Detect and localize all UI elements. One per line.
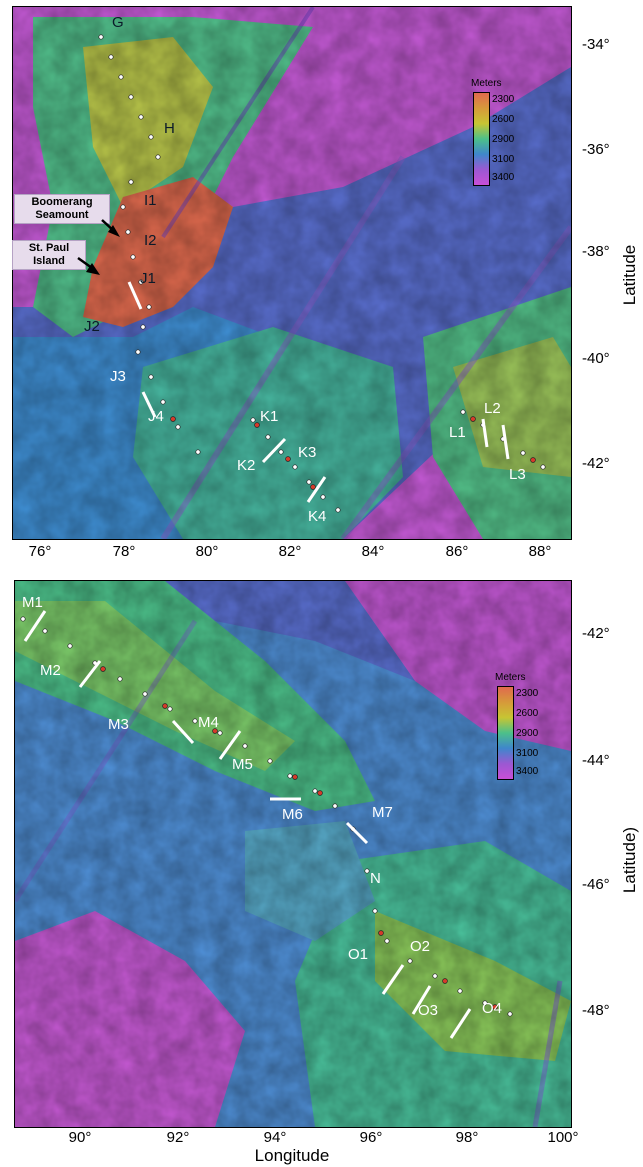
segment-label-i2: I2 — [144, 232, 157, 249]
legend-title: Meters — [471, 78, 502, 89]
segment-label-h: H — [164, 120, 175, 137]
legend-label: 3100 — [516, 748, 539, 759]
segment-label-o3: O3 — [418, 1002, 439, 1019]
lon-tick: 76° — [28, 543, 52, 560]
legend-color-bar — [497, 686, 514, 780]
top-y-axis-title: Latitude — [620, 244, 639, 306]
lon-tick: 78° — [112, 543, 136, 560]
segment-label-j4: J4 — [148, 408, 164, 425]
callout-st-paul-island: St. Paul Island — [12, 240, 86, 270]
legend-title: Meters — [495, 672, 526, 683]
lat-tick: -40° — [582, 350, 610, 367]
legend-label: 2300 — [516, 688, 539, 699]
lon-tick: 100° — [547, 1129, 579, 1146]
lat-tick: -48° — [582, 1002, 610, 1019]
segment-label-m1: M1 — [22, 594, 43, 611]
segment-label-k4: K4 — [308, 508, 327, 525]
relief-texture — [15, 581, 571, 1127]
lon-tick: 98° — [455, 1129, 479, 1146]
segment-dividers-top — [127, 281, 510, 503]
legend-color-bar — [473, 92, 490, 186]
segment-label-j1: J1 — [140, 270, 156, 287]
segment-label-m2: M2 — [40, 662, 61, 679]
legend-label: 2600 — [492, 114, 515, 125]
segment-label-k1: K1 — [260, 408, 279, 425]
lat-tick: -34° — [582, 36, 610, 53]
legend-label: 3100 — [492, 154, 515, 165]
lat-tick: -38° — [582, 243, 610, 260]
segment-label-l3: L3 — [509, 466, 526, 483]
segment-label-j3: J3 — [110, 368, 126, 385]
lon-tick: 90° — [68, 1129, 92, 1146]
lon-tick: 92° — [166, 1129, 190, 1146]
segment-label-m7: M7 — [372, 804, 393, 821]
ship-track-top — [98, 34, 546, 513]
legend-label: 3400 — [492, 172, 515, 183]
segment-label-o1: O1 — [348, 946, 369, 963]
segment-label-l2: L2 — [484, 400, 501, 417]
segment-label-g: G — [112, 14, 124, 31]
segment-label-k2: K2 — [237, 457, 256, 474]
ship-track-bottom — [20, 616, 513, 1017]
lon-tick: 80° — [195, 543, 219, 560]
segment-label-n: N — [370, 870, 381, 887]
segment-label-j2: J2 — [84, 318, 100, 335]
bottom-map-canvas — [15, 581, 571, 1127]
lon-tick: 86° — [445, 543, 469, 560]
ship-track-samples-top — [170, 416, 536, 490]
lon-tick: 82° — [278, 543, 302, 560]
bottom-y-axis-title: Latitude) — [620, 826, 639, 894]
segment-label-m4: M4 — [198, 714, 219, 731]
bottom-bathymetry-map — [14, 580, 572, 1128]
lon-tick: 96° — [359, 1129, 383, 1146]
segment-label-m3: M3 — [108, 716, 129, 733]
segment-dividers-bottom — [23, 610, 472, 1039]
segment-label-o4: O4 — [482, 1000, 503, 1017]
lat-tick: -42° — [582, 625, 610, 642]
segment-label-m6: M6 — [282, 806, 303, 823]
lat-tick: -46° — [582, 876, 610, 893]
legend-label: 2900 — [516, 728, 539, 739]
legend-label: 2300 — [492, 94, 515, 105]
segment-label-l1: L1 — [449, 424, 466, 441]
callout-boomerang-seamount: Boomerang Seamount — [14, 194, 110, 224]
lat-tick: -44° — [582, 752, 610, 769]
lat-tick: -36° — [582, 141, 610, 158]
segment-label-i1: I1 — [144, 192, 157, 209]
bottom-x-axis-title: Longitude — [254, 1146, 330, 1165]
lon-tick: 88° — [528, 543, 552, 560]
legend-label: 3400 — [516, 766, 539, 777]
legend-label: 2900 — [492, 134, 515, 145]
lon-tick: 84° — [361, 543, 385, 560]
lat-tick: -42° — [582, 455, 610, 472]
ship-track-samples-bottom — [100, 666, 498, 1010]
segment-label-k3: K3 — [298, 444, 317, 461]
lon-tick: 94° — [263, 1129, 287, 1146]
segment-label-m5: M5 — [232, 756, 253, 773]
legend-label: 2600 — [516, 708, 539, 719]
segment-label-o2: O2 — [410, 938, 431, 955]
